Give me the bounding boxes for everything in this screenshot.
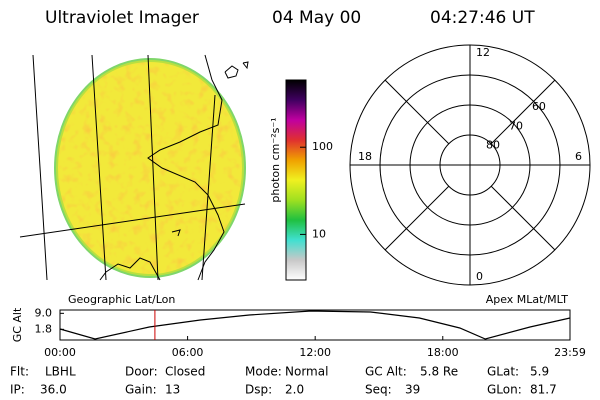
polar-ring-label: 60 bbox=[532, 100, 546, 113]
info-label: Seq: bbox=[365, 383, 392, 397]
info-value: 81.7 bbox=[530, 383, 557, 397]
info-value: 5.8 Re bbox=[420, 365, 458, 379]
colorbar-tick-label: 100 bbox=[312, 140, 333, 153]
info-label: Flt: bbox=[10, 365, 29, 379]
colorbar-label: photon cm⁻²s⁻¹ bbox=[269, 117, 282, 202]
mlt-label: 0 bbox=[476, 270, 483, 283]
info-label: Door: bbox=[125, 365, 158, 379]
alt-curve bbox=[60, 311, 570, 339]
polar-ring bbox=[379, 74, 561, 256]
info-label: Gain: bbox=[125, 383, 157, 397]
polar-ring bbox=[439, 134, 501, 196]
y-tick-label: 1.8 bbox=[35, 322, 53, 335]
info-panel: Flt: LBHL Door: Closed Mode: Normal GC Alt: 5.8… bbox=[10, 365, 557, 397]
info-value: 13 bbox=[165, 383, 180, 397]
header-title: Ultraviolet Imager bbox=[45, 8, 199, 28]
alt-axis-label: GC Alt bbox=[11, 307, 24, 342]
polar-ring-label: 70 bbox=[509, 119, 523, 132]
x-tick-label: 06:00 bbox=[172, 346, 204, 359]
info-value: LBHL bbox=[45, 365, 76, 379]
map-title: Geographic Lat/Lon bbox=[68, 293, 175, 306]
info-value: 36.0 bbox=[40, 383, 67, 397]
polar-spoke bbox=[384, 79, 450, 145]
header-time: 04:27:46 UT bbox=[430, 8, 535, 28]
colorbar bbox=[285, 79, 307, 281]
info-value: Closed bbox=[165, 365, 205, 379]
info-label: IP: bbox=[10, 383, 25, 397]
y-tick-label: 9.0 bbox=[35, 306, 53, 319]
x-tick-label: 18:00 bbox=[427, 346, 459, 359]
header-date: 04 May 00 bbox=[272, 8, 361, 28]
alt-plot-frame bbox=[59, 309, 571, 341]
info-value: 2.0 bbox=[285, 383, 304, 397]
polar-ring-label: 80 bbox=[486, 139, 500, 152]
map-grid bbox=[19, 54, 249, 281]
info-label: Dsp: bbox=[245, 383, 272, 397]
mlt-label: 6 bbox=[575, 150, 582, 163]
info-label: GLat: bbox=[487, 365, 519, 379]
polar-ring bbox=[409, 104, 531, 226]
colorbar-tick-label: 10 bbox=[312, 227, 326, 240]
polar-spoke bbox=[384, 185, 450, 251]
info-label: GC Alt: bbox=[365, 365, 407, 379]
info-value: 5.9 bbox=[530, 365, 549, 379]
x-tick-label: 23:59 bbox=[554, 346, 586, 359]
info-label: GLon: bbox=[487, 383, 522, 397]
polar-spoke bbox=[490, 79, 556, 145]
mlt-label: 12 bbox=[476, 46, 490, 59]
info-label: Mode: bbox=[245, 365, 282, 379]
polar-spoke bbox=[490, 185, 556, 251]
info-value: Normal bbox=[285, 365, 328, 379]
polar-title: Apex MLat/MLT bbox=[486, 293, 569, 306]
mlt-label: 18 bbox=[358, 150, 372, 163]
x-tick-label: 12:00 bbox=[299, 346, 331, 359]
x-tick-label: 00:00 bbox=[44, 346, 76, 359]
info-value: 39 bbox=[405, 383, 420, 397]
polar-grid bbox=[349, 44, 591, 286]
